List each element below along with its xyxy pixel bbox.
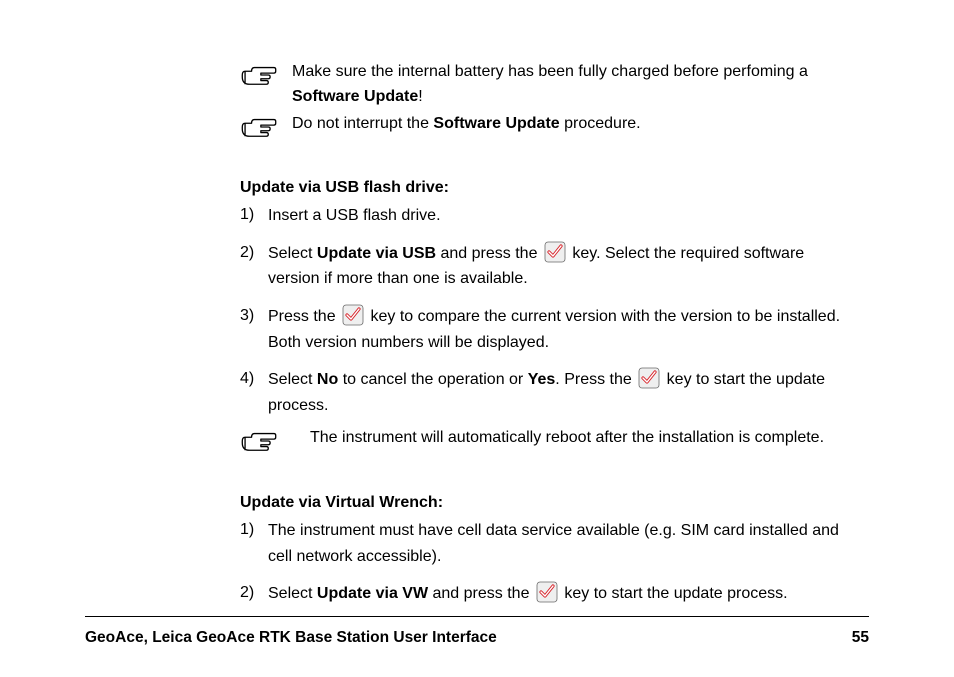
pointing-hand-icon — [240, 60, 292, 97]
footer-rule — [85, 616, 869, 617]
section-heading-vw: Update via Virtual Wrench: — [240, 491, 844, 516]
note-block: The instrument will automatically reboot… — [240, 426, 844, 463]
page-content: Make sure the internal battery has been … — [240, 60, 844, 607]
list-number: 2) — [240, 241, 268, 292]
list-item: 2) Select Update via VW and press the ke… — [240, 581, 844, 607]
list-item: 3) Press the key to compare the current … — [240, 304, 844, 355]
ok-key-icon — [536, 581, 558, 603]
list-body: Select Update via VW and press the key t… — [268, 581, 844, 607]
footer-page-number: 55 — [852, 629, 869, 647]
ok-key-icon — [342, 304, 364, 326]
list-item: 4) Select No to cancel the operation or … — [240, 367, 844, 418]
list-number: 4) — [240, 367, 268, 418]
list-body: Select Update via USB and press the key.… — [268, 241, 844, 292]
note-block: Do not interrupt the Software Update pro… — [240, 112, 844, 149]
footer-title: GeoAce, Leica GeoAce RTK Base Station Us… — [85, 629, 497, 647]
list-number: 2) — [240, 581, 268, 607]
pointing-hand-icon — [240, 112, 292, 149]
list-body: Press the key to compare the current ver… — [268, 304, 844, 355]
ok-key-icon — [638, 367, 660, 389]
list-number: 1) — [240, 518, 268, 569]
pointing-hand-icon — [240, 426, 292, 463]
list-body: Insert a USB flash drive. — [268, 203, 844, 229]
section-heading-usb: Update via USB flash drive: — [240, 176, 844, 201]
list-item: 1) Insert a USB flash drive. — [240, 203, 844, 229]
page-footer: GeoAce, Leica GeoAce RTK Base Station Us… — [85, 629, 869, 647]
list-item: 2) Select Update via USB and press the k… — [240, 241, 844, 292]
list-number: 1) — [240, 203, 268, 229]
list-body: Select No to cancel the operation or Yes… — [268, 367, 844, 418]
note-block: Make sure the internal battery has been … — [240, 60, 844, 110]
note-text: The instrument will automatically reboot… — [310, 426, 844, 451]
note-text: Make sure the internal battery has been … — [292, 60, 844, 110]
list-body: The instrument must have cell data servi… — [268, 518, 844, 569]
list-item: 1) The instrument must have cell data se… — [240, 518, 844, 569]
list-number: 3) — [240, 304, 268, 355]
ok-key-icon — [544, 241, 566, 263]
note-text: Do not interrupt the Software Update pro… — [292, 112, 844, 137]
